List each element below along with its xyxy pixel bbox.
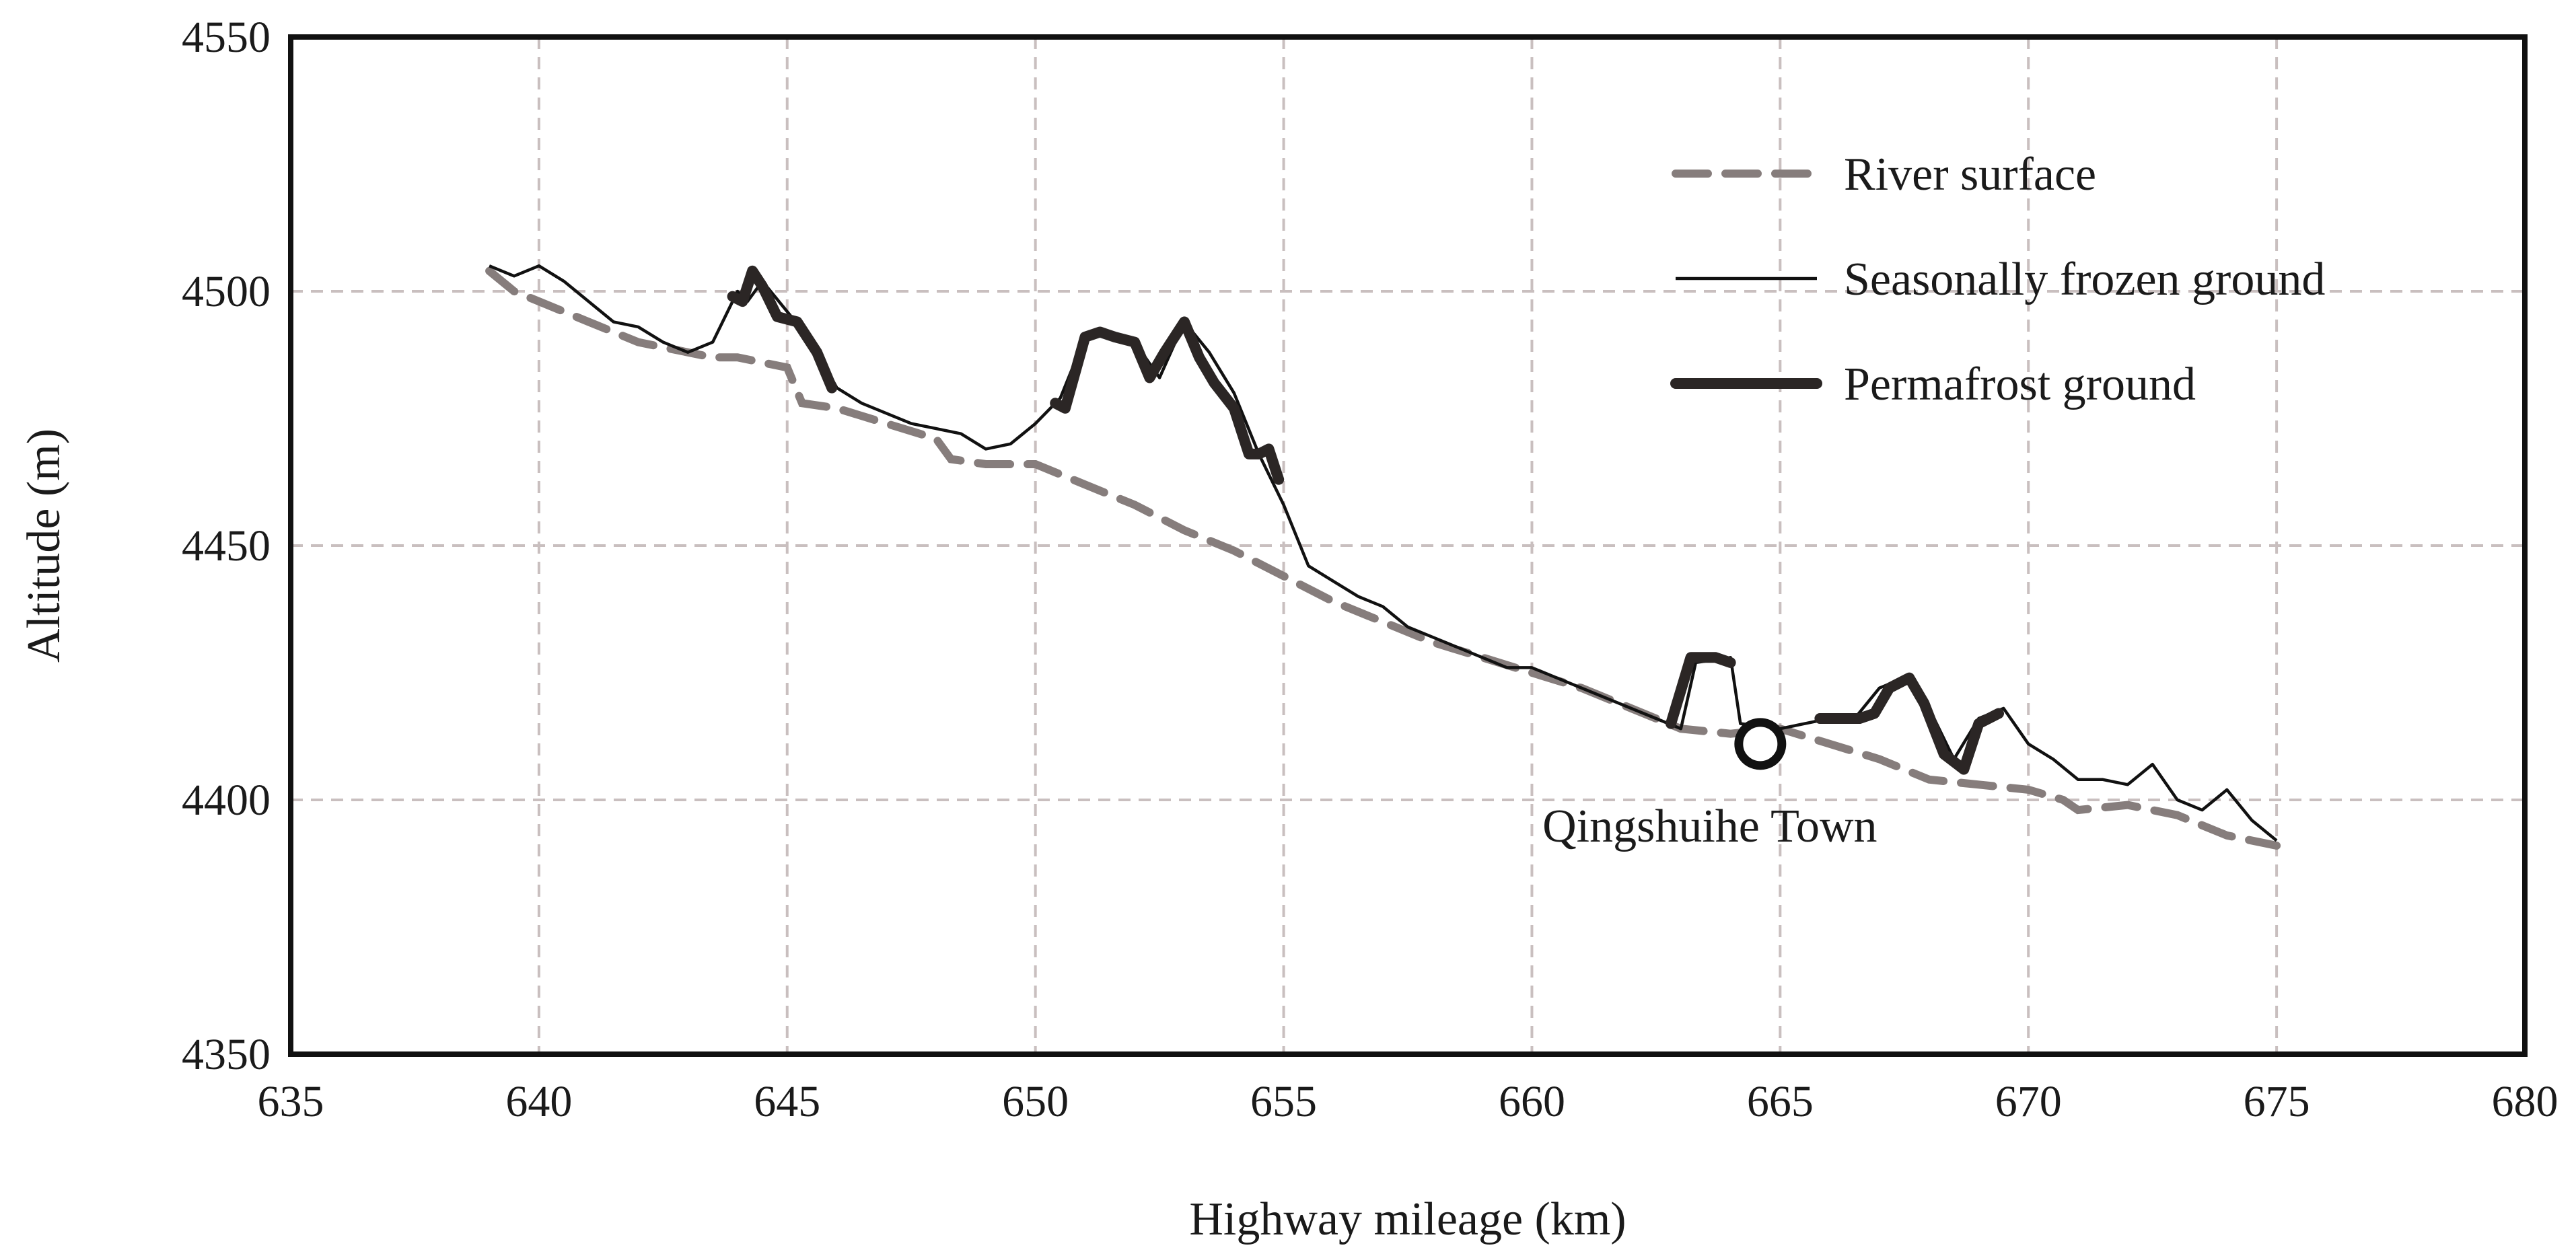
town-label: Qingshuihe Town bbox=[1542, 801, 1877, 852]
series-permafrost-ground-segment-2 bbox=[1050, 316, 1285, 485]
y-tick-label: 4400 bbox=[182, 776, 271, 825]
y-tick-label: 4350 bbox=[182, 1030, 271, 1079]
x-tick-label: 650 bbox=[1002, 1077, 1069, 1126]
legend-label-permafrost-ground: Permafrost ground bbox=[1844, 359, 2196, 410]
x-tick-label: 670 bbox=[1995, 1077, 2062, 1126]
x-tick-label: 635 bbox=[258, 1077, 324, 1126]
grid-lines bbox=[291, 37, 2525, 1054]
series-permafrost-ground-segment-4 bbox=[1814, 672, 2004, 775]
legend: River surface Seasonally frozen ground Per… bbox=[1670, 149, 2325, 410]
plot-frame bbox=[288, 34, 2528, 1057]
x-tick-label: 660 bbox=[1499, 1077, 1565, 1126]
y-tick-label: 4450 bbox=[182, 521, 271, 570]
series-river-surface bbox=[485, 266, 2281, 850]
series-seasonally-frozen-ground bbox=[489, 264, 2278, 842]
series-permafrost-ground-segment-1 bbox=[727, 265, 838, 394]
annotation-layer: Qingshuihe Town bbox=[1542, 718, 1877, 852]
series-layer bbox=[485, 264, 2281, 850]
x-tick-label: 665 bbox=[1747, 1077, 1814, 1126]
legend-label-seasonally-frozen-ground: Seasonally frozen ground bbox=[1844, 254, 2325, 305]
x-tick-label: 655 bbox=[1250, 1077, 1317, 1126]
x-tick-label: 645 bbox=[754, 1077, 820, 1126]
y-tick-label: 4550 bbox=[182, 13, 271, 62]
legend-label-river-surface: River surface bbox=[1844, 149, 2096, 200]
series-permafrost-ground-segment-3 bbox=[1666, 652, 1736, 729]
tick-labels: 635 640 645 650 655 660 665 670 675 680 4350 4400 44… bbox=[182, 13, 2559, 1126]
y-tick-label: 4500 bbox=[182, 267, 271, 316]
y-axis-title: Altitude (m) bbox=[18, 429, 70, 663]
x-axis-title: Highway mileage (km) bbox=[1189, 1193, 1626, 1245]
x-tick-label: 675 bbox=[2244, 1077, 2310, 1126]
x-tick-label: 640 bbox=[505, 1077, 572, 1126]
x-tick-label: 680 bbox=[2492, 1077, 2559, 1126]
town-marker bbox=[1734, 718, 1787, 770]
